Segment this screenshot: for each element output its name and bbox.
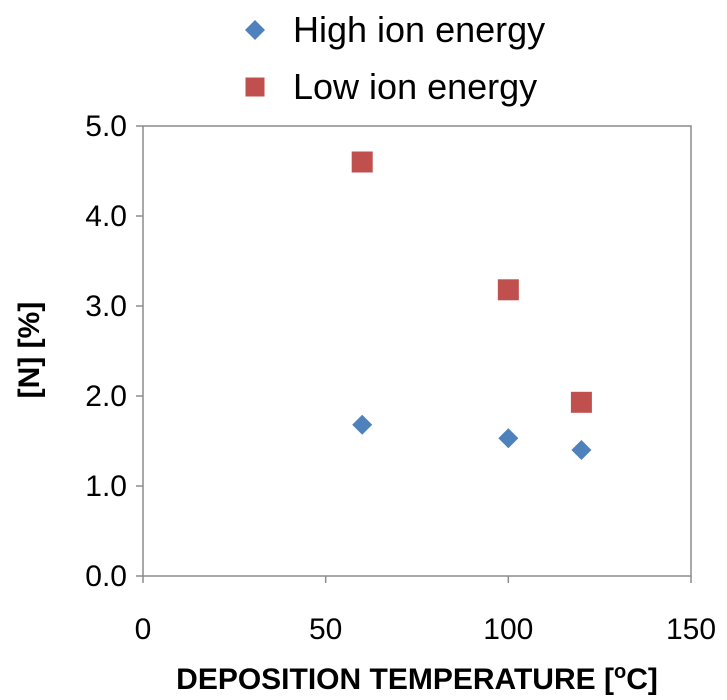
x-tick-label: 50 — [309, 613, 342, 646]
axis-ticks: 0.0 1.0 2.0 3.0 4.0 5.0 0 50 100 150 — [85, 110, 716, 646]
x-tick-label: 100 — [483, 613, 533, 646]
high-ion-energy-point — [498, 428, 519, 449]
low-ion-energy-point — [497, 279, 519, 301]
y-tick-label: 1.0 — [85, 470, 127, 503]
legend-high-ion-energy-marker — [245, 20, 265, 40]
high-ion-energy-point — [352, 414, 373, 435]
plot-area-frame — [142, 125, 692, 577]
x-tick-label: 0 — [135, 613, 152, 646]
legend-low-ion-energy-marker — [245, 77, 265, 97]
legend-low-ion-energy-label: Low ion energy — [293, 66, 537, 107]
y-tick-label: 3.0 — [85, 290, 127, 323]
x-axis-title-prefix: DEPOSITION TEMPERATURE [ — [176, 663, 614, 696]
low-ion-energy-point — [570, 391, 592, 413]
x-axis-title-degree-superscript: o — [614, 661, 626, 683]
data-points — [351, 151, 592, 460]
legend-high-ion-energy-label: High ion energy — [293, 9, 545, 50]
y-axis-title: [N] [%] — [13, 302, 46, 399]
x-axis-title-suffix: C] — [626, 663, 658, 696]
x-tick-label: 150 — [666, 613, 716, 646]
x-axis-title: DEPOSITION TEMPERATURE [oC] — [176, 661, 658, 696]
low-ion-energy-point — [351, 151, 373, 173]
y-tick-label: 0.0 — [85, 560, 127, 593]
legend: High ion energy Low ion energy — [245, 9, 545, 107]
high-ion-energy-point — [571, 440, 592, 460]
y-tick-label: 4.0 — [85, 200, 127, 233]
y-tick-label: 5.0 — [85, 110, 127, 143]
y-tick-label: 2.0 — [85, 380, 127, 413]
